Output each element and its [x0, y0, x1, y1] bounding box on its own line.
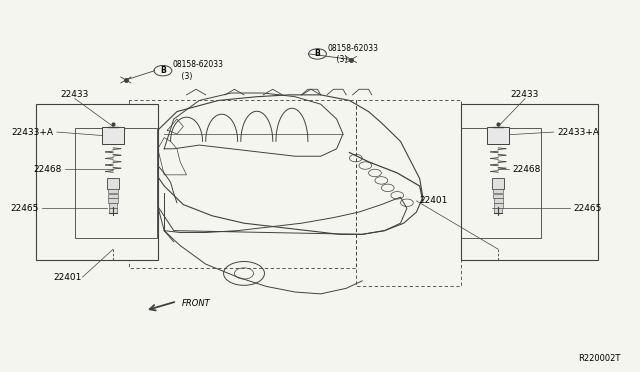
Text: 22465: 22465	[573, 204, 602, 213]
Text: 22401: 22401	[420, 196, 448, 205]
Bar	[109, 203, 117, 208]
Bar	[494, 208, 502, 213]
Text: 22401: 22401	[54, 273, 82, 282]
Text: 22465: 22465	[10, 204, 38, 213]
Bar	[102, 127, 124, 144]
Text: 22468: 22468	[34, 165, 62, 174]
Text: 22468: 22468	[512, 165, 541, 174]
Bar	[109, 208, 117, 213]
Bar	[108, 194, 118, 198]
Text: 22433: 22433	[61, 90, 89, 99]
Text: 08158-62033
    (3): 08158-62033 (3)	[173, 60, 223, 81]
Bar	[493, 199, 503, 203]
Bar	[109, 199, 118, 203]
Bar	[36, 104, 158, 260]
Text: 22433+A: 22433+A	[557, 128, 599, 137]
Bar	[108, 189, 118, 193]
Text: FRONT: FRONT	[181, 299, 210, 308]
Text: B: B	[315, 49, 321, 58]
Bar	[75, 128, 157, 238]
Bar	[493, 194, 503, 198]
Bar	[461, 104, 598, 260]
Text: 08158-62033
    (3): 08158-62033 (3)	[327, 44, 378, 64]
Text: R220002T: R220002T	[579, 354, 621, 363]
Bar	[494, 203, 502, 208]
Bar	[493, 189, 504, 193]
Text: 22433: 22433	[511, 90, 540, 99]
Bar	[492, 178, 504, 189]
Text: B: B	[160, 66, 166, 75]
Bar	[487, 127, 509, 144]
Text: 22433+A: 22433+A	[12, 128, 54, 137]
Bar	[461, 128, 541, 238]
Bar	[108, 178, 119, 189]
